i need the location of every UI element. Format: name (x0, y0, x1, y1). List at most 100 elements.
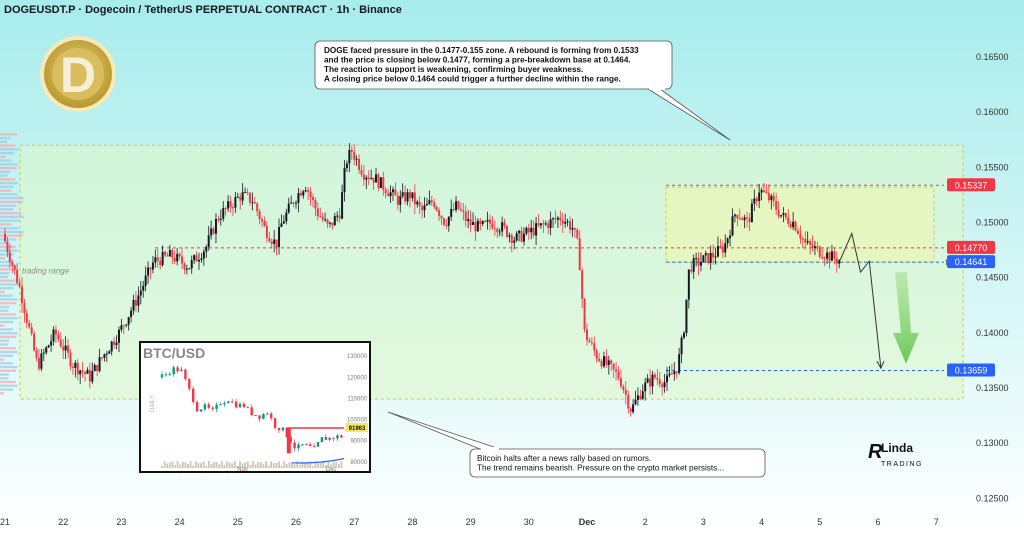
btc-annotation-line: The trend remains bearish. Pressure on t… (477, 464, 724, 473)
candle (404, 192, 407, 202)
candle (379, 177, 382, 188)
inset-volume-bar (272, 462, 275, 468)
inset-volume-bar (317, 463, 319, 468)
candle (166, 255, 169, 257)
candle (193, 255, 196, 261)
inset-candle (266, 413, 269, 415)
candle (200, 258, 203, 260)
inset-candle (281, 427, 285, 431)
y-tick-label: 0.14000 (976, 328, 1009, 338)
candle (367, 177, 370, 179)
candle (406, 192, 409, 202)
candle (450, 209, 453, 217)
candle (578, 238, 581, 271)
candle (442, 218, 445, 225)
candle (134, 299, 137, 306)
candle (178, 253, 181, 257)
brand-subtitle: TRADING (881, 461, 923, 468)
x-tick-label: 25 (233, 517, 243, 527)
candle (103, 354, 106, 358)
volume-profile-bar (0, 260, 13, 264)
candle (675, 371, 678, 373)
btc-inset-chart[interactable]: BTC/USD DAILY 130000 120000 110000 100000 9000… (139, 341, 371, 473)
candle (6, 241, 9, 253)
price-tag (947, 178, 995, 192)
candle (110, 341, 113, 352)
candle (423, 205, 426, 211)
candle (486, 219, 489, 222)
inset-volume-bar (236, 465, 239, 468)
candle (384, 189, 387, 194)
candle (246, 191, 249, 193)
candle (503, 222, 506, 226)
candle (571, 227, 574, 230)
candle (804, 238, 807, 243)
inset-candle (164, 374, 168, 376)
candle (498, 231, 501, 233)
dogecoin-icon: D (40, 36, 116, 112)
price-tag-value: 0.15337 (955, 180, 988, 190)
candle (644, 382, 647, 392)
inset-candle (238, 403, 242, 408)
inset-volume-bar (226, 461, 228, 468)
candle (612, 363, 615, 370)
candle (280, 223, 283, 227)
volume-profile-bar (0, 166, 17, 170)
candle (331, 222, 334, 226)
candle (4, 233, 6, 242)
volume-profile-bar (0, 151, 15, 155)
inset-volume-bar (322, 461, 325, 468)
candle (799, 233, 802, 239)
candle (440, 215, 443, 219)
candle (549, 219, 552, 228)
candle (345, 163, 348, 169)
inset-volume-bar (210, 463, 213, 468)
inset-volume-bar (205, 465, 208, 468)
volume-profile-bar (0, 211, 22, 215)
inset-candle (242, 403, 246, 408)
candle (663, 382, 666, 388)
candle (724, 243, 727, 253)
volume-profile-bar (0, 136, 11, 140)
inset-candle (215, 404, 218, 409)
inset-volume-bar (252, 461, 254, 468)
candle (501, 222, 504, 232)
x-tick-label: 5 (817, 517, 822, 527)
candle (227, 201, 230, 209)
candle (210, 228, 213, 236)
inset-volume-bar (223, 464, 226, 468)
candle (355, 158, 358, 160)
price-tag-value: 0.13659 (955, 365, 988, 375)
candle (510, 235, 513, 243)
candle (47, 345, 50, 348)
doge-annotation-line: DOGE faced pressure in the 0.1477-0.155 … (324, 46, 639, 55)
candle (394, 189, 397, 196)
volume-profile-bar (0, 148, 18, 151)
volume-profile-bar (0, 328, 13, 331)
candle (733, 214, 736, 217)
x-tick-label: 30 (524, 517, 534, 527)
candle (729, 235, 732, 239)
candle (782, 213, 785, 216)
candle (806, 241, 809, 243)
doge-annotation[interactable]: DOGE faced pressure in the 0.1477-0.155 … (314, 40, 731, 141)
candle (16, 269, 19, 284)
volume-profile-bar (0, 365, 18, 369)
inset-volume-bar (174, 464, 176, 468)
candle (661, 384, 664, 388)
volume-profile-bar (0, 170, 11, 174)
inset-candle (203, 404, 207, 410)
volume-profile-bar (0, 309, 9, 312)
inset-candle (160, 374, 164, 378)
candle (527, 227, 530, 233)
inset-volume-bar (291, 461, 293, 468)
supply-zone (665, 186, 935, 263)
candle (455, 201, 458, 211)
inset-volume-bar (239, 461, 241, 468)
candle (399, 196, 402, 205)
candle (559, 217, 562, 221)
candle (447, 216, 450, 226)
candle (542, 223, 545, 225)
btc-annotation[interactable]: Bitcoin halts after a news rally based o… (387, 411, 766, 478)
